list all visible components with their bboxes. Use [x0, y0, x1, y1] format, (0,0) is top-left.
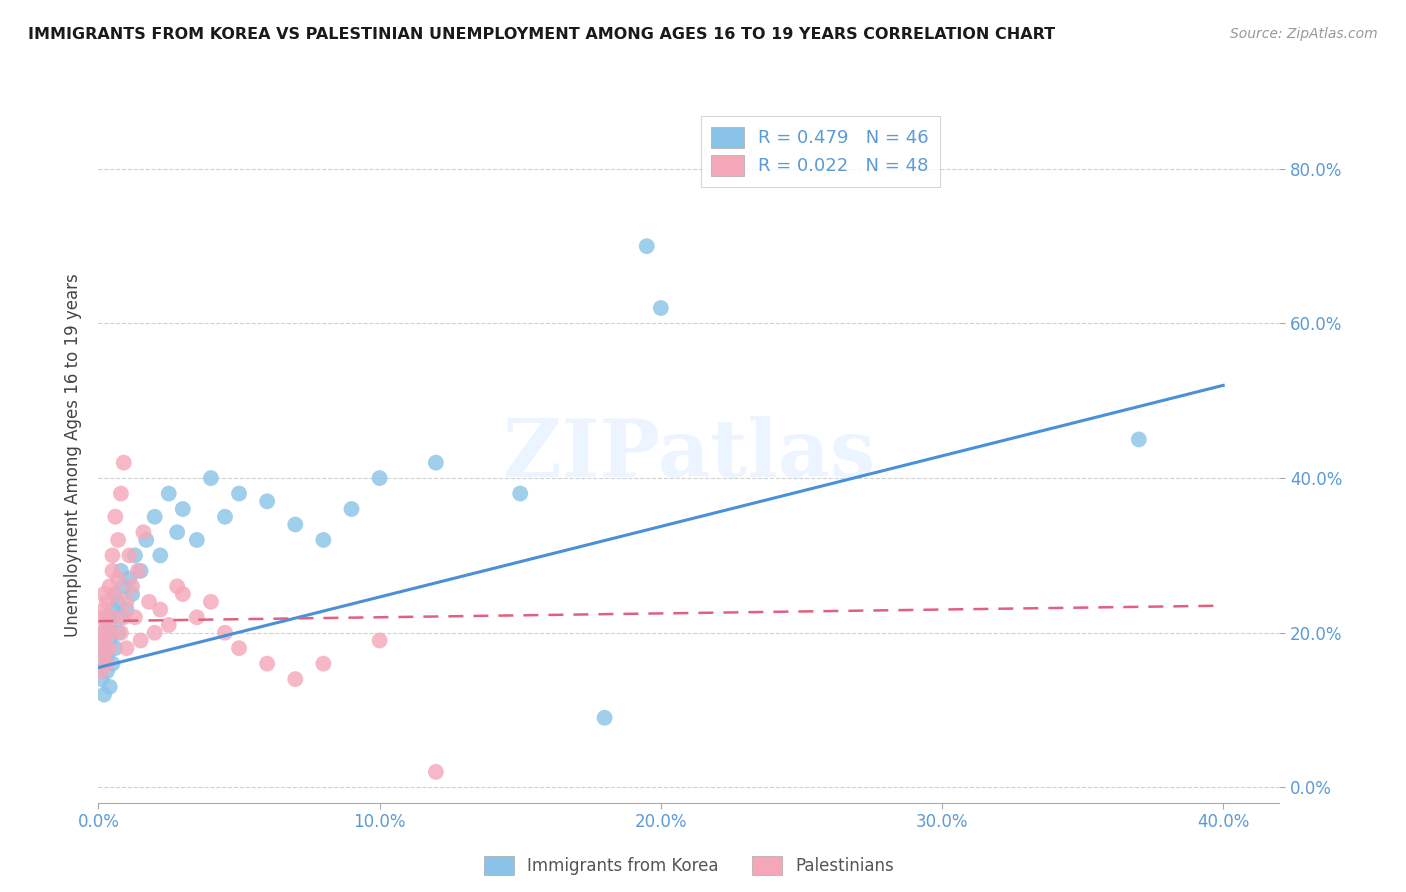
- Point: [98, 625, 121, 640]
- Point: [93, 633, 115, 648]
- Point: [340, 502, 363, 516]
- Point: [98, 579, 121, 593]
- Point: [284, 517, 307, 532]
- Point: [118, 549, 141, 563]
- Point: [312, 533, 335, 547]
- Point: [425, 456, 447, 470]
- Point: [107, 625, 129, 640]
- Point: [107, 572, 129, 586]
- Point: [186, 533, 208, 547]
- Point: [149, 602, 172, 616]
- Point: [110, 625, 132, 640]
- Point: [166, 579, 188, 593]
- Point: [101, 564, 124, 578]
- Point: [115, 641, 138, 656]
- Point: [104, 641, 127, 656]
- Point: [1128, 433, 1150, 447]
- Point: [129, 564, 152, 578]
- Point: [90, 665, 112, 679]
- Point: [636, 239, 658, 253]
- Point: [115, 602, 138, 616]
- Point: [143, 625, 166, 640]
- Point: [228, 486, 250, 500]
- Point: [368, 471, 391, 485]
- Legend: Immigrants from Korea, Palestinians: Immigrants from Korea, Palestinians: [474, 846, 904, 885]
- Point: [104, 509, 127, 524]
- Point: [200, 595, 222, 609]
- Text: Source: ZipAtlas.com: Source: ZipAtlas.com: [1230, 27, 1378, 41]
- Point: [256, 494, 278, 508]
- Point: [96, 618, 118, 632]
- Point: [96, 595, 118, 609]
- Point: [93, 688, 115, 702]
- Point: [98, 680, 121, 694]
- Point: [129, 633, 152, 648]
- Point: [107, 533, 129, 547]
- Point: [509, 486, 531, 500]
- Point: [96, 648, 118, 663]
- Point: [593, 711, 616, 725]
- Point: [157, 486, 180, 500]
- Point: [93, 625, 115, 640]
- Point: [138, 595, 160, 609]
- Point: [90, 625, 112, 640]
- Point: [110, 564, 132, 578]
- Point: [214, 509, 236, 524]
- Point: [157, 618, 180, 632]
- Point: [124, 610, 146, 624]
- Point: [93, 648, 115, 663]
- Point: [172, 502, 194, 516]
- Text: ZIPatlas: ZIPatlas: [503, 416, 875, 494]
- Point: [101, 657, 124, 671]
- Point: [93, 657, 115, 671]
- Point: [115, 595, 138, 609]
- Point: [107, 595, 129, 609]
- Point: [121, 587, 143, 601]
- Point: [127, 564, 149, 578]
- Point: [124, 549, 146, 563]
- Point: [112, 610, 135, 624]
- Point: [256, 657, 278, 671]
- Point: [104, 587, 127, 601]
- Point: [228, 641, 250, 656]
- Point: [118, 572, 141, 586]
- Point: [104, 587, 127, 601]
- Point: [98, 618, 121, 632]
- Point: [93, 602, 115, 616]
- Point: [312, 657, 335, 671]
- Point: [90, 641, 112, 656]
- Point: [650, 301, 672, 315]
- Point: [101, 602, 124, 616]
- Point: [90, 672, 112, 686]
- Point: [101, 549, 124, 563]
- Point: [149, 549, 172, 563]
- Y-axis label: Unemployment Among Ages 16 to 19 years: Unemployment Among Ages 16 to 19 years: [63, 273, 82, 637]
- Point: [121, 579, 143, 593]
- Point: [96, 610, 118, 624]
- Point: [166, 525, 188, 540]
- Point: [101, 610, 124, 624]
- Point: [93, 587, 115, 601]
- Point: [172, 587, 194, 601]
- Point: [143, 509, 166, 524]
- Point: [96, 665, 118, 679]
- Point: [112, 579, 135, 593]
- Point: [112, 456, 135, 470]
- Point: [200, 471, 222, 485]
- Point: [284, 672, 307, 686]
- Point: [110, 486, 132, 500]
- Point: [98, 633, 121, 648]
- Point: [90, 610, 112, 624]
- Point: [135, 533, 157, 547]
- Point: [368, 633, 391, 648]
- Point: [214, 625, 236, 640]
- Point: [110, 610, 132, 624]
- Point: [90, 641, 112, 656]
- Point: [96, 657, 118, 671]
- Point: [132, 525, 155, 540]
- Point: [98, 641, 121, 656]
- Point: [186, 610, 208, 624]
- Point: [425, 764, 447, 779]
- Text: IMMIGRANTS FROM KOREA VS PALESTINIAN UNEMPLOYMENT AMONG AGES 16 TO 19 YEARS CORR: IMMIGRANTS FROM KOREA VS PALESTINIAN UNE…: [28, 27, 1056, 42]
